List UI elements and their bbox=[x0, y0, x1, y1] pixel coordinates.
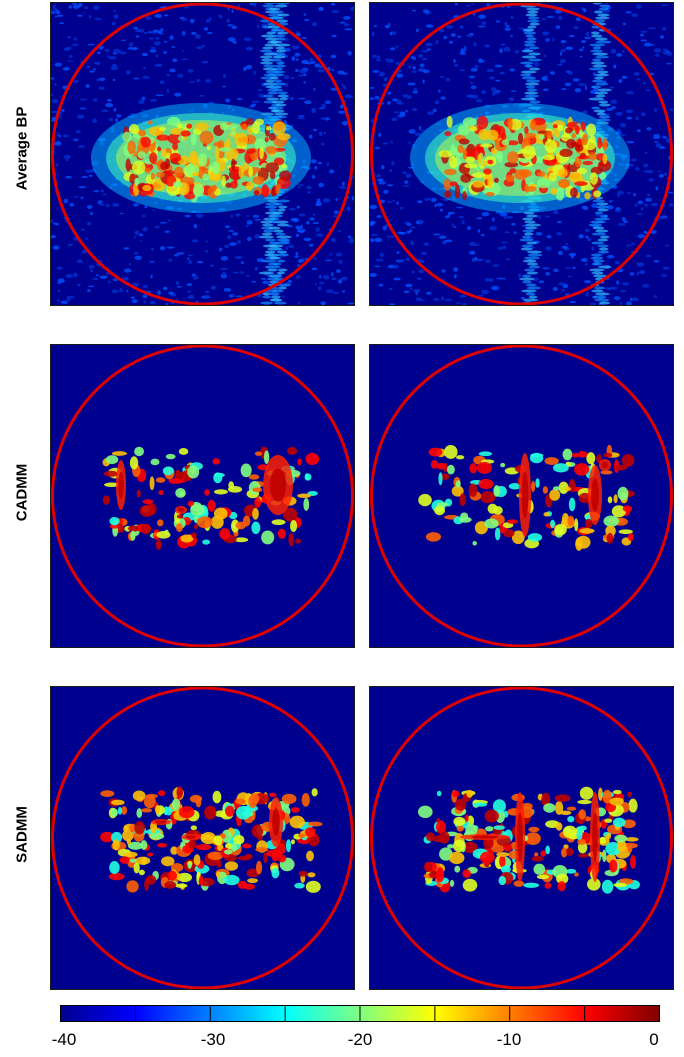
image-panel-cadmm-right bbox=[369, 344, 674, 648]
row-label-cadmm: CADMM bbox=[13, 463, 31, 522]
row-label-average-bp: Average BP bbox=[13, 106, 31, 191]
colorbar bbox=[60, 1005, 660, 1022]
row-label-sadmm: SADMM bbox=[13, 806, 31, 863]
colorbar-tick-label: 0 bbox=[649, 1030, 659, 1049]
colorbar-tick-label: -40 bbox=[51, 1030, 77, 1049]
image-panel-cadmm-left bbox=[50, 344, 355, 648]
colorbar-tick-label: -30 bbox=[200, 1030, 226, 1049]
image-panel-average-bp-left bbox=[50, 2, 355, 306]
image-panel-sadmm-left bbox=[50, 686, 355, 990]
image-panel-sadmm-right bbox=[369, 686, 674, 990]
colorbar-tick-label: -10 bbox=[496, 1030, 522, 1049]
colorbar-tick-label: -20 bbox=[347, 1030, 373, 1049]
image-panel-average-bp-right bbox=[369, 2, 674, 306]
